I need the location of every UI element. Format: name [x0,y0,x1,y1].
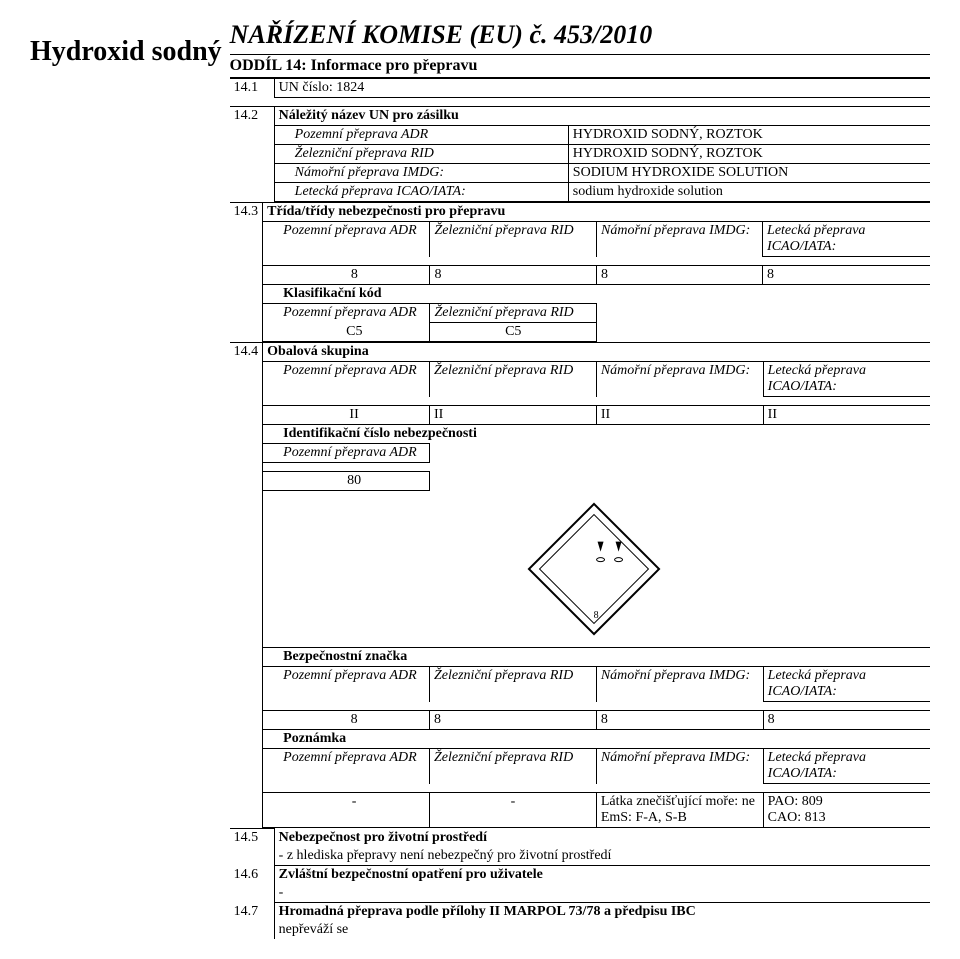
id-label: Identifikační číslo nebezpečnosti [263,425,930,444]
nv2: Látka znečišťující moře: ne EmS: F-A, S-… [596,793,763,828]
note-label: Poznámka [263,730,930,749]
nv3: PAO: 809 CAO: 813 [763,793,930,828]
v2: 8 [597,266,763,285]
r1v: HYDROXID SODNÝ, ROZTOK [568,145,930,164]
row-14-3: 14.3 Třída/třídy nebezpečnosti pro přepr… [230,202,930,342]
c0: Pozemní přeprava ADR [263,222,430,257]
row-14-2: 14.2 Náležitý název UN pro zásilku Pozem… [230,106,930,202]
id-val: 80 [263,472,430,491]
sv3: 8 [763,711,930,730]
sv1: 8 [430,711,597,730]
ov1: II [430,406,597,425]
sv2: 8 [596,711,763,730]
row-14-6: 14.6 Zvláštní bezpečnostní opatření pro … [230,866,930,903]
num-14-5: 14.5 [230,829,275,866]
v3: 8 [763,266,930,285]
row-14-1: 14.1 UN číslo: 1824 [230,78,930,98]
substance-name: Hydroxid sodný [30,20,230,68]
r0k: Pozemní přeprava ADR [274,126,568,145]
num-14-7: 14.7 [230,903,275,939]
row-14-7: 14.7 Hromadná přeprava podle přílohy II … [230,903,930,939]
num-14-4: 14.4 [230,343,263,828]
oc2: Námořní přeprava IMDG: [596,362,763,397]
kc1: Železniční přeprava RID [430,304,597,323]
kv0: C5 [263,323,430,342]
sc1: Železniční přeprava RID [430,667,597,702]
label-14-4: Obalová skupina [263,343,930,362]
r0v: HYDROXID SODNÝ, ROZTOK [568,126,930,145]
label-14-7: Hromadná přeprava podle přílohy II MARPO… [274,903,930,921]
c2: Námořní přeprava IMDG: [597,222,763,257]
r2v: SODIUM HYDROXIDE SOLUTION [568,164,930,183]
nc3: Letecká přeprava ICAO/IATA: [763,749,930,784]
v1: 8 [430,266,597,285]
oc3: Letecká přeprava ICAO/IATA: [763,362,930,397]
oc0: Pozemní přeprava ADR [263,362,430,397]
sv0: 8 [263,711,430,730]
placard-number: 8 [594,610,599,621]
label-14-1: UN číslo: 1824 [274,79,930,98]
sign-label: Bezpečnostní značka [263,648,930,667]
regulation-title: NAŘÍZENÍ KOMISE (EU) č. 453/2010 [230,20,930,50]
ov0: II [263,406,430,425]
oc1: Železniční přeprava RID [430,362,597,397]
r3k: Letecká přeprava ICAO/IATA: [274,183,568,202]
r1k: Železniční přeprava RID [274,145,568,164]
r3v: sodium hydroxide solution [568,183,930,202]
text-14-6: - [274,884,930,903]
text-14-5: - z hlediska přepravy není nebezpečný pr… [274,847,930,866]
ov3: II [763,406,930,425]
kv1: C5 [430,323,597,342]
num-14-6: 14.6 [230,866,275,903]
kc0: Pozemní přeprava ADR [263,304,430,323]
num-14-2: 14.2 [230,107,275,202]
nc0: Pozemní přeprava ADR [263,749,430,784]
num-14-3: 14.3 [230,203,263,323]
label-14-5: Nebezpečnost pro životní prostředí [274,829,930,847]
sc3: Letecká přeprava ICAO/IATA: [763,667,930,702]
nc2: Námořní přeprava IMDG: [596,749,763,784]
c1: Železniční přeprava RID [430,222,597,257]
label-14-3: Třída/třídy nebezpečnosti pro přepravu [263,203,930,222]
v0: 8 [263,266,430,285]
section-14-title: ODDÍL 14: Informace pro přepravu [230,54,930,78]
sc0: Pozemní přeprava ADR [263,667,430,702]
label-14-2: Náležitý název UN pro zásilku [274,107,930,126]
id-col: Pozemní přeprava ADR [263,444,430,463]
ov2: II [596,406,763,425]
c3: Letecká přeprava ICAO/IATA: [763,222,930,257]
r2k: Námořní přeprava IMDG: [274,164,568,183]
label-14-6: Zvláštní bezpečnostní opatření pro uživa… [274,866,930,884]
nv1: - [430,793,597,828]
klas-label: Klasifikační kód [263,285,930,304]
text-14-7: nepřeváží se [274,921,930,939]
row-14-4: 14.4 Obalová skupina Pozemní přeprava AD… [230,342,930,828]
row-14-5: 14.5 Nebezpečnost pro životní prostředí … [230,828,930,866]
sc2: Námořní přeprava IMDG: [596,667,763,702]
num-14-1: 14.1 [230,79,275,98]
nv0: - [263,793,430,828]
nc1: Železniční přeprava RID [430,749,597,784]
hazard-placard-class8: 8 [528,503,661,636]
